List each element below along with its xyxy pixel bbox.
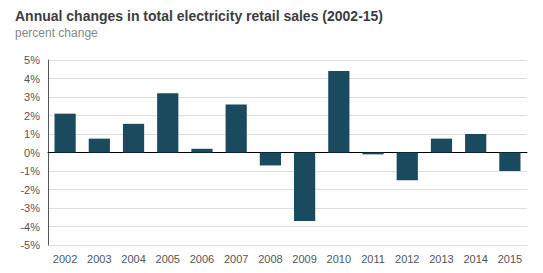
svg-text:2006: 2006 [190, 253, 214, 265]
svg-text:2012: 2012 [395, 253, 419, 265]
svg-text:4%: 4% [24, 73, 40, 85]
svg-text:percent change: percent change [15, 26, 98, 40]
svg-text:1%: 1% [24, 128, 40, 140]
svg-text:2007: 2007 [224, 253, 248, 265]
svg-text:2014: 2014 [463, 253, 487, 265]
svg-text:2015: 2015 [498, 253, 522, 265]
svg-text:-3%: -3% [20, 202, 40, 214]
svg-text:Annual changes in total electr: Annual changes in total electricity reta… [15, 8, 383, 24]
svg-text:2004: 2004 [121, 253, 145, 265]
svg-text:-1%: -1% [20, 165, 40, 177]
svg-text:-4%: -4% [20, 221, 40, 233]
svg-text:3%: 3% [24, 91, 40, 103]
svg-text:2003: 2003 [87, 253, 111, 265]
svg-text:2009: 2009 [292, 253, 316, 265]
svg-text:2005: 2005 [156, 253, 180, 265]
svg-text:5%: 5% [24, 54, 40, 66]
svg-text:2010: 2010 [327, 253, 351, 265]
svg-text:2002: 2002 [53, 253, 77, 265]
svg-text:-5%: -5% [20, 239, 40, 251]
svg-text:2008: 2008 [258, 253, 282, 265]
svg-text:2013: 2013 [429, 253, 453, 265]
svg-text:-2%: -2% [20, 184, 40, 196]
svg-text:2011: 2011 [361, 253, 385, 265]
svg-text:2%: 2% [24, 110, 40, 122]
svg-text:0%: 0% [24, 147, 40, 159]
